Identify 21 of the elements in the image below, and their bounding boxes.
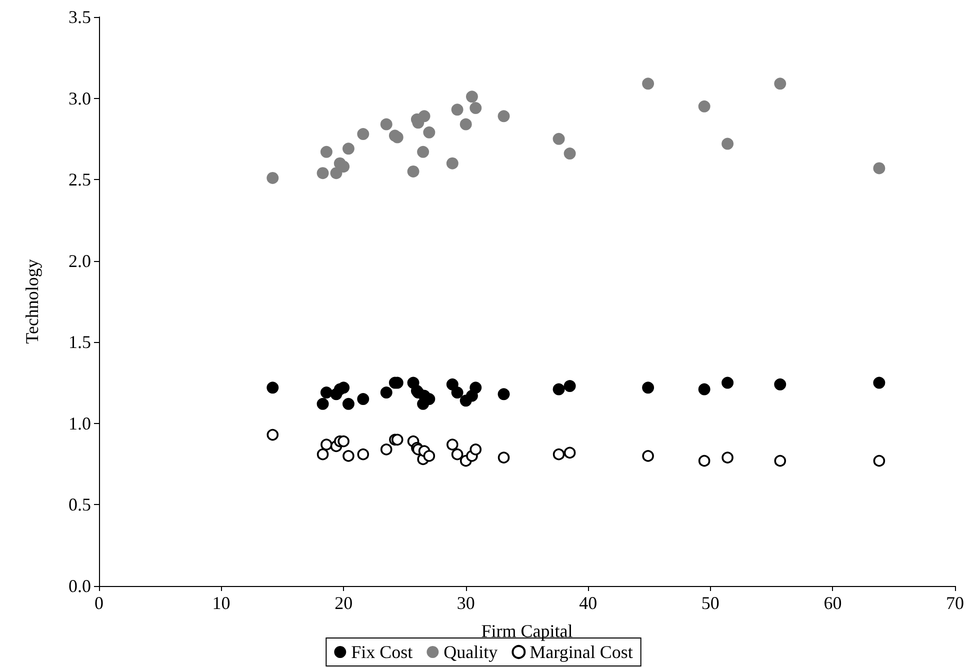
- x-tick-label: 70: [946, 593, 964, 613]
- y-tick-label: 2.5: [68, 170, 91, 190]
- y-tick-label: 3.5: [68, 7, 91, 27]
- y-tick-label: 3.0: [68, 88, 91, 108]
- x-tick-label: 0: [94, 593, 104, 613]
- y-tick-label: 1.0: [68, 413, 91, 434]
- x-tick-label: 10: [212, 593, 230, 613]
- x-tick-label: 40: [579, 593, 598, 613]
- legend-label: Fix Cost: [351, 642, 413, 662]
- x-axis-title: Firm Capital: [481, 621, 573, 641]
- legend-label: Marginal Cost: [530, 642, 633, 662]
- legend-label: Quality: [444, 642, 498, 662]
- y-tick-label: 2.0: [68, 250, 91, 271]
- x-tick-label: 60: [824, 593, 842, 613]
- y-tick-label: 0.5: [68, 494, 91, 515]
- y-tick-label: 1.5: [68, 332, 91, 352]
- y-tick-label: 0.0: [68, 576, 91, 596]
- x-tick-label: 20: [334, 593, 353, 613]
- x-tick-label: 30: [456, 593, 475, 613]
- x-tick-label: 50: [701, 593, 720, 613]
- y-axis-title: Technology: [22, 259, 42, 344]
